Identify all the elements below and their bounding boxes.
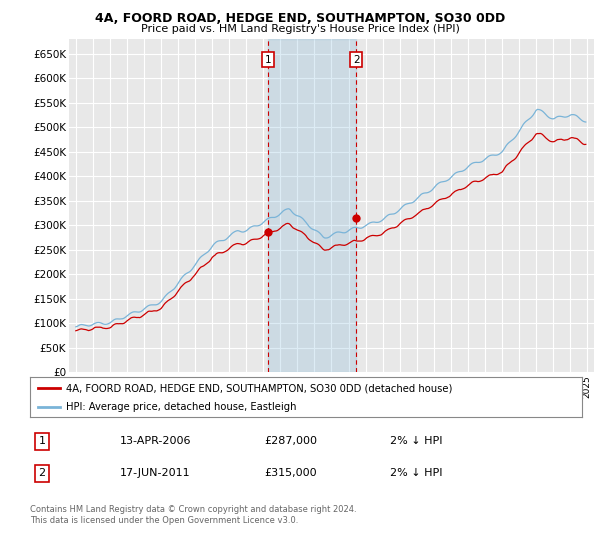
Text: 4A, FOORD ROAD, HEDGE END, SOUTHAMPTON, SO30 0DD: 4A, FOORD ROAD, HEDGE END, SOUTHAMPTON, …: [95, 12, 505, 25]
Text: 1: 1: [265, 55, 272, 65]
Text: HPI: Average price, detached house, Eastleigh: HPI: Average price, detached house, East…: [66, 402, 296, 412]
Bar: [268, 39, 356, 372]
Text: 13-APR-2006: 13-APR-2006: [120, 436, 191, 446]
Text: Price paid vs. HM Land Registry's House Price Index (HPI): Price paid vs. HM Land Registry's House …: [140, 24, 460, 34]
Text: 4A, FOORD ROAD, HEDGE END, SOUTHAMPTON, SO30 0DD (detached house): 4A, FOORD ROAD, HEDGE END, SOUTHAMPTON, …: [66, 383, 452, 393]
Text: 2: 2: [353, 55, 359, 65]
Text: 2: 2: [38, 468, 46, 478]
Text: £287,000: £287,000: [264, 436, 317, 446]
Text: Contains HM Land Registry data © Crown copyright and database right 2024.
This d: Contains HM Land Registry data © Crown c…: [30, 505, 356, 525]
Text: £315,000: £315,000: [264, 468, 317, 478]
Text: 1: 1: [38, 436, 46, 446]
Text: 2% ↓ HPI: 2% ↓ HPI: [390, 468, 443, 478]
Text: 2% ↓ HPI: 2% ↓ HPI: [390, 436, 443, 446]
Text: 17-JUN-2011: 17-JUN-2011: [120, 468, 191, 478]
